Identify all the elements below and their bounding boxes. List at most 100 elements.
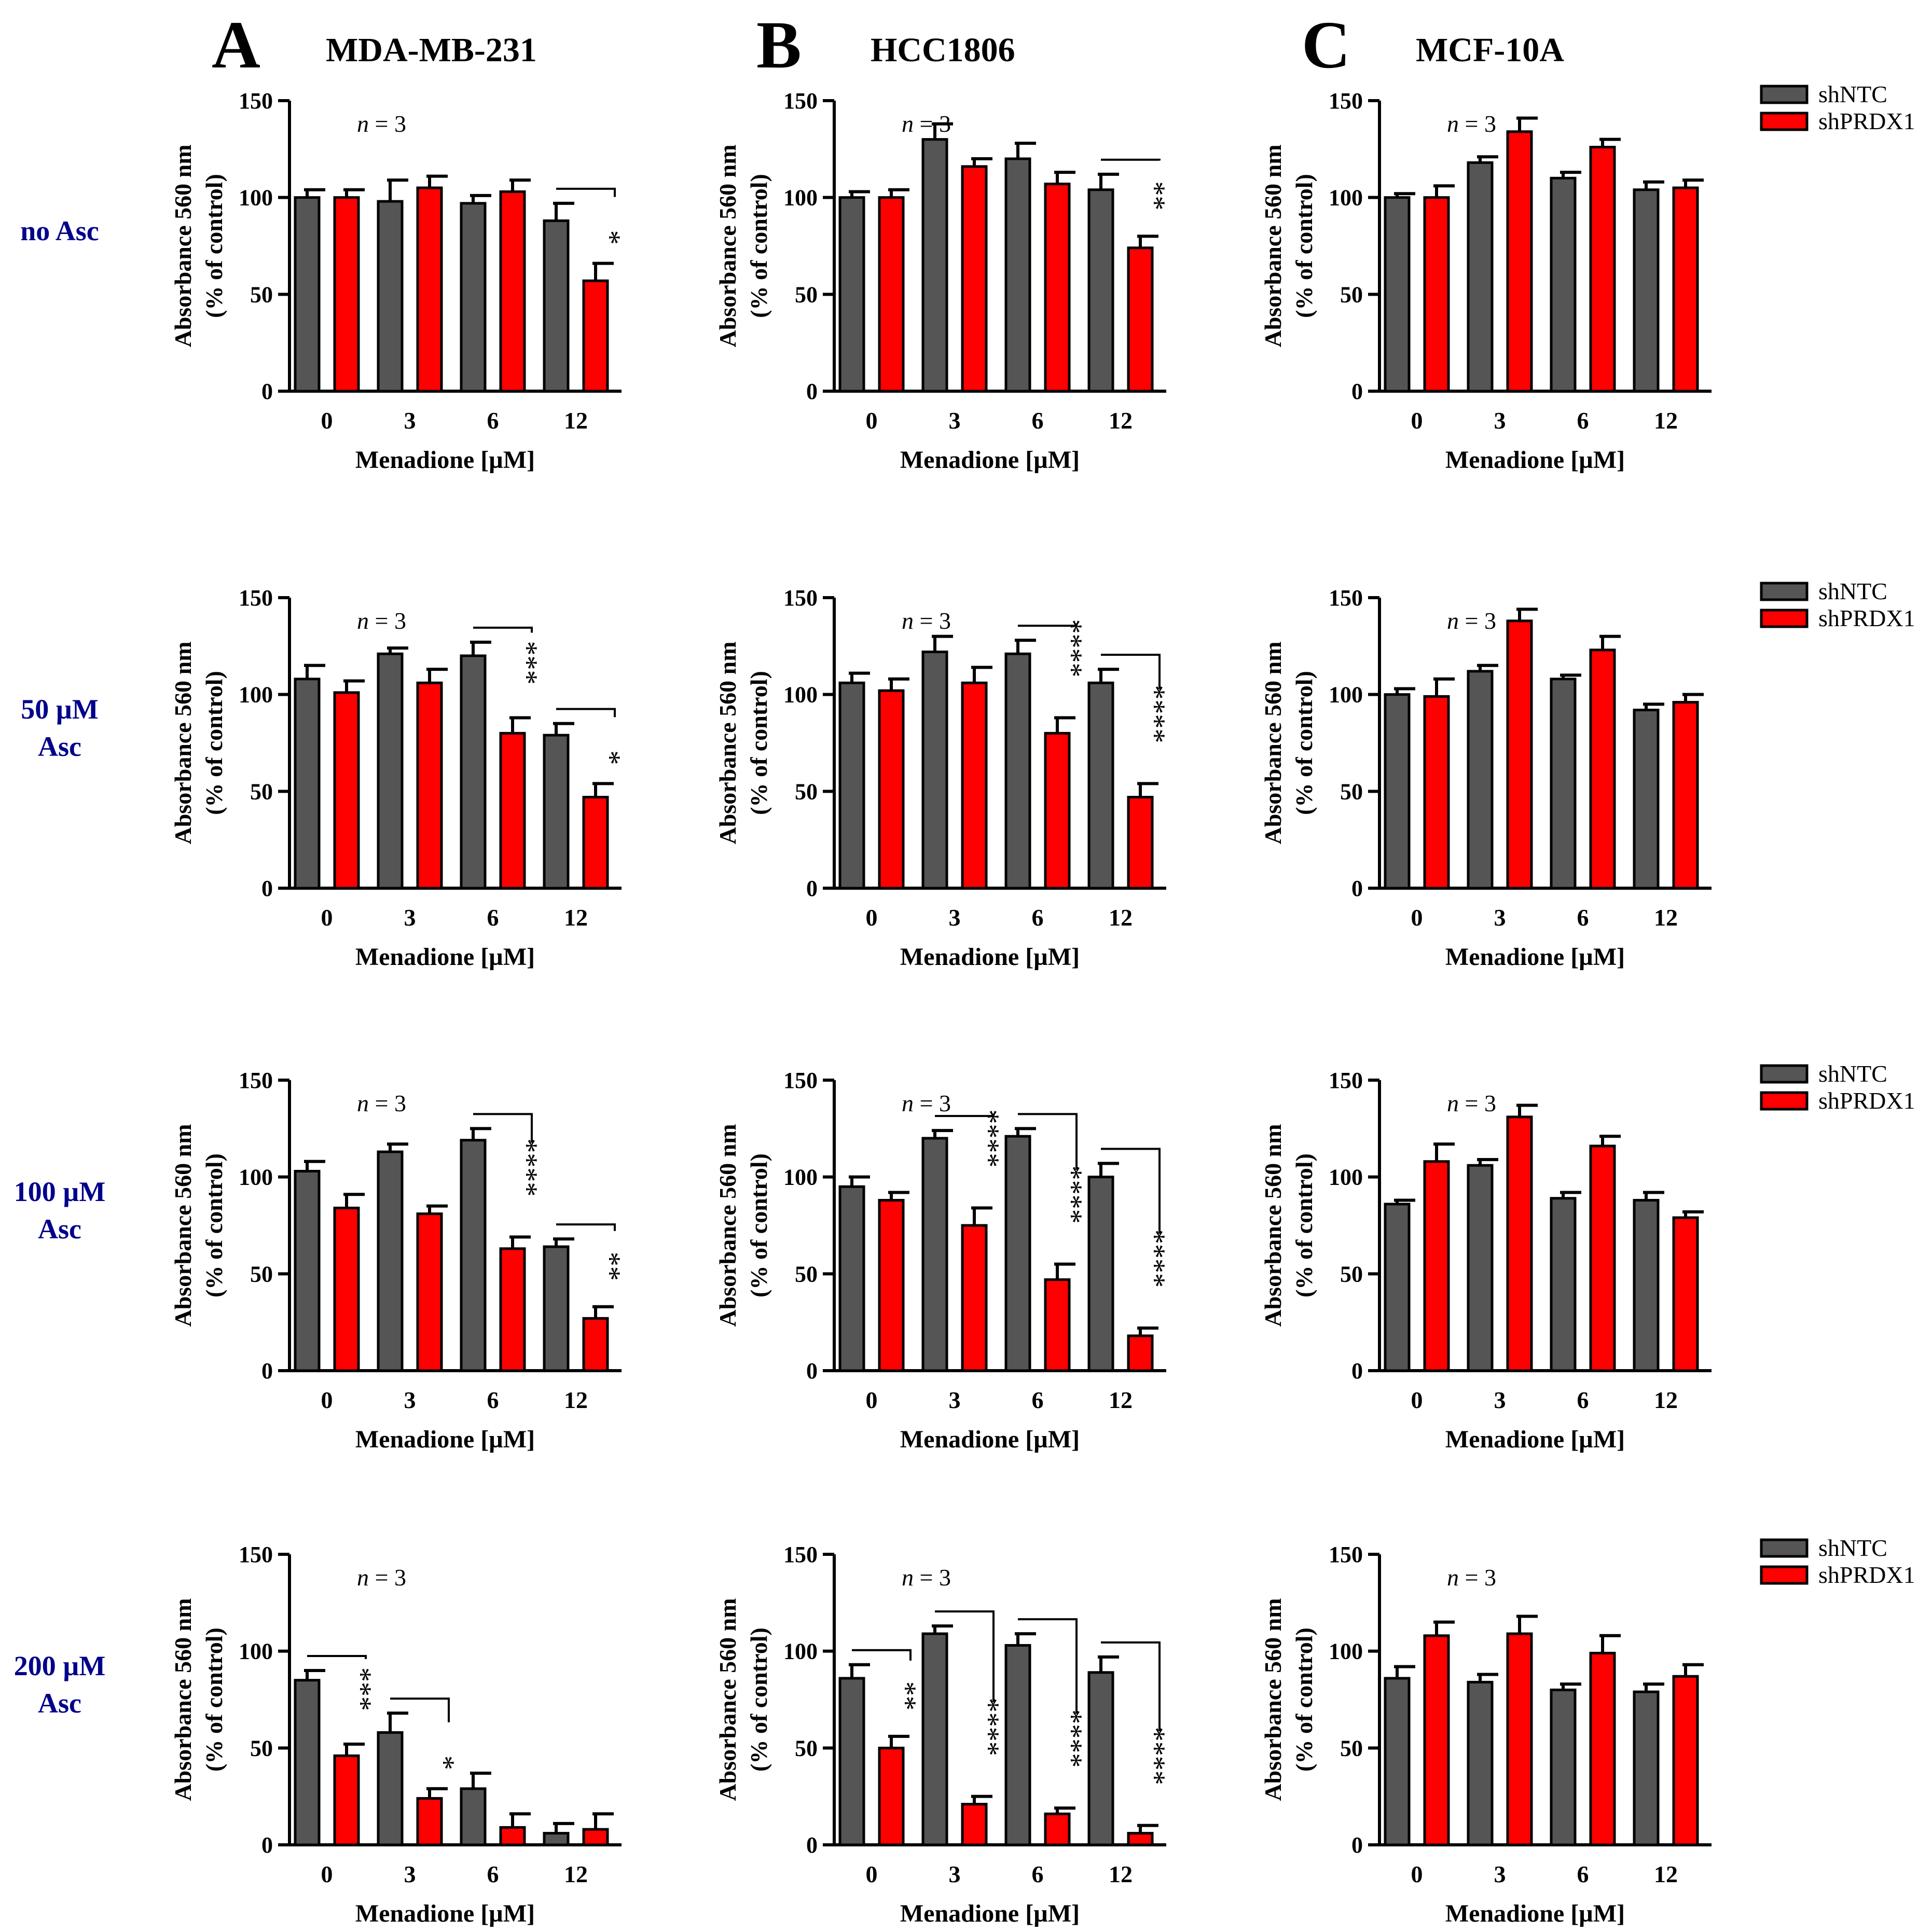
- legend-label: shPRDX1: [1818, 1087, 1915, 1114]
- x-tick-label: 0: [1411, 1861, 1423, 1887]
- legend-swatch-shPRDX1: [1760, 1091, 1809, 1111]
- y-axis-label: Absorbance 560 nm (% of control): [1260, 1598, 1317, 1801]
- y-axis-label-line: Absorbance 560 nm: [714, 1598, 741, 1801]
- bar-shPRDX1: [416, 1212, 443, 1372]
- y-tick-label: 150: [239, 88, 273, 114]
- column-title: MDA-MB-231: [326, 31, 537, 69]
- bar-shPRDX1: [1506, 130, 1533, 393]
- legend-swatch-shNTC: [1760, 1064, 1809, 1084]
- x-tick-label: 12: [1654, 1861, 1678, 1887]
- bar-shNTC: [543, 734, 570, 890]
- y-axis-label-line: Absorbance 560 nm: [714, 144, 741, 347]
- y-tick-label: 50: [1340, 779, 1363, 804]
- n-label: n = 3: [1447, 608, 1496, 634]
- bar-shNTC: [1633, 188, 1660, 393]
- bar-chart-panel: 0 50 100 150 Absorbance 560 nm (% of control)…: [714, 1542, 1171, 1927]
- x-tick-label: 0: [321, 1861, 333, 1887]
- n-label: n = 3: [357, 1564, 406, 1591]
- y-axis-label-line: Absorbance 560 nm: [170, 641, 196, 844]
- x-tick-label: 12: [1654, 407, 1678, 434]
- bar-shNTC: [294, 1679, 321, 1846]
- bar-shPRDX1: [1423, 695, 1450, 890]
- y-tick-label: 100: [783, 1639, 818, 1664]
- legend-label: shPRDX1: [1818, 1562, 1915, 1588]
- bar-shNTC: [460, 1787, 487, 1846]
- x-axis-label: Menadione [µM]: [355, 1426, 535, 1453]
- x-tick-label: 3: [1494, 407, 1506, 434]
- column-title: MCF-10A: [1416, 31, 1564, 69]
- row-label-line: Asc: [38, 1688, 81, 1719]
- bar-shPRDX1: [878, 1198, 905, 1372]
- bar-shNTC: [1467, 1164, 1494, 1372]
- y-tick-label: 150: [239, 585, 273, 611]
- bar-shNTC: [921, 1632, 948, 1846]
- y-axis-label: Absorbance 560 nm (% of control): [170, 1598, 227, 1801]
- y-tick-label: 0: [806, 379, 818, 404]
- bar-shNTC: [460, 202, 487, 393]
- bar-shPRDX1: [961, 165, 988, 393]
- x-tick-label: 3: [949, 1387, 961, 1413]
- x-tick-label: 0: [321, 904, 333, 931]
- x-tick-label: 3: [1494, 1387, 1506, 1413]
- bar-shNTC: [838, 681, 865, 890]
- bar-shPRDX1: [333, 1206, 360, 1372]
- n-label-value: = 3: [369, 111, 406, 137]
- bar-shNTC: [543, 1832, 570, 1846]
- n-label-symbol: n: [902, 111, 914, 137]
- x-tick-label: 12: [1109, 407, 1133, 434]
- y-tick-label: 50: [795, 1735, 818, 1761]
- y-tick-label: 100: [239, 185, 273, 211]
- y-tick-label: 0: [806, 1358, 818, 1384]
- x-tick-label: 0: [866, 1387, 878, 1413]
- bar-shNTC: [1384, 693, 1411, 890]
- bar-shPRDX1: [499, 1826, 526, 1846]
- y-axis-label: Absorbance 560 nm (% of control): [170, 641, 227, 844]
- bar-shPRDX1: [582, 796, 609, 890]
- significance-bracket: [1101, 654, 1161, 689]
- significance-bracket: [1018, 623, 1078, 627]
- bar-shNTC: [294, 196, 321, 393]
- y-tick-label: 0: [1351, 1358, 1363, 1384]
- bar-shNTC: [1467, 1680, 1494, 1846]
- bar-shNTC: [921, 138, 948, 393]
- bar-shNTC: [1384, 1203, 1411, 1372]
- significance-label: **: [1139, 181, 1171, 210]
- y-axis-label-line: (% of control): [746, 1627, 772, 1772]
- y-tick-label: 0: [1351, 1832, 1363, 1858]
- y-tick-label: 100: [239, 1639, 273, 1664]
- bar-shPRDX1: [582, 279, 609, 393]
- bar-shNTC: [460, 654, 487, 890]
- n-label-value: = 3: [914, 1564, 951, 1591]
- n-label-symbol: n: [357, 1564, 369, 1591]
- y-tick-label: 100: [1329, 1165, 1363, 1190]
- bar-shNTC: [1550, 176, 1577, 393]
- significance-bracket: [1101, 1148, 1161, 1234]
- y-axis-label-line: (% of control): [1291, 671, 1317, 815]
- bar-shPRDX1: [1044, 1812, 1071, 1846]
- bar-shNTC: [377, 652, 404, 890]
- x-axis-label: Menadione [µM]: [355, 943, 535, 971]
- column-letter-B: B: [756, 8, 802, 82]
- y-tick-label: 50: [795, 779, 818, 804]
- significance-bracket: [556, 187, 616, 197]
- x-axis-label: Menadione [µM]: [1445, 943, 1625, 971]
- x-tick-label: 6: [1577, 1861, 1589, 1887]
- x-tick-label: 12: [564, 407, 588, 434]
- bar-shPRDX1: [961, 681, 988, 890]
- significance-bracket: [1018, 1618, 1078, 1714]
- bar-chart-panel: 0 50 100 150 Absorbance 560 nm (% of control)…: [1260, 1535, 1915, 1927]
- y-tick-label: 100: [783, 1165, 818, 1190]
- bar-shNTC: [1004, 1644, 1031, 1846]
- bar-shPRDX1: [1044, 183, 1071, 393]
- x-tick-label: 0: [866, 1861, 878, 1887]
- legend-label: shNTC: [1818, 81, 1887, 107]
- y-tick-label: 150: [1329, 88, 1363, 114]
- y-axis-label-line: (% of control): [746, 174, 772, 318]
- bar-shPRDX1: [416, 681, 443, 890]
- x-tick-label: 3: [404, 904, 416, 931]
- n-label: n = 3: [1447, 1090, 1496, 1116]
- bar-shPRDX1: [878, 196, 905, 393]
- n-label-symbol: n: [902, 608, 914, 634]
